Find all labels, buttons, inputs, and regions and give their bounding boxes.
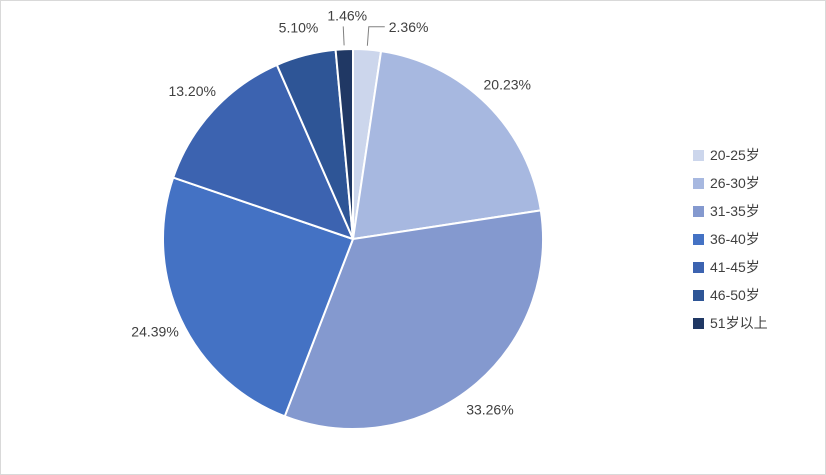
legend-item: 26-30岁 — [693, 169, 768, 197]
legend-swatch — [693, 317, 704, 329]
data-label: 5.10% — [279, 19, 319, 35]
legend-swatch — [693, 205, 704, 217]
legend-label: 51岁以上 — [710, 315, 768, 331]
legend-item: 51岁以上 — [693, 309, 768, 337]
leader-line — [342, 26, 345, 46]
data-label: 20.23% — [484, 76, 531, 92]
legend-label: 41-45岁 — [710, 259, 760, 275]
legend-item: 20-25岁 — [693, 141, 768, 169]
legend-swatch — [693, 233, 704, 245]
legend-label: 26-30岁 — [710, 175, 760, 191]
legend-label: 46-50岁 — [710, 287, 760, 303]
pie-slice-36-40岁 — [162, 176, 354, 418]
legend-item: 36-40岁 — [693, 225, 768, 253]
legend-swatch — [693, 261, 704, 273]
legend-swatch — [693, 149, 704, 161]
data-label: 1.46% — [327, 7, 367, 23]
legend-label: 31-35岁 — [710, 203, 760, 219]
legend-label: 20-25岁 — [710, 147, 760, 163]
data-label: 24.39% — [131, 323, 178, 339]
legend-label: 36-40岁 — [710, 231, 760, 247]
pie-slice-26-30岁 — [352, 50, 542, 240]
legend-swatch — [693, 177, 704, 189]
pie-slice-31-35岁 — [283, 209, 544, 430]
legend-item: 46-50岁 — [693, 281, 768, 309]
pie-slice-51岁以上 — [334, 48, 354, 240]
legend-swatch — [693, 289, 704, 301]
data-label: 2.36% — [389, 19, 429, 35]
leader-line — [366, 26, 385, 46]
pie-slice-41-45岁 — [172, 63, 354, 240]
legend-item: 41-45岁 — [693, 253, 768, 281]
data-label: 33.26% — [466, 401, 513, 417]
legend-item: 31-35岁 — [693, 197, 768, 225]
data-label: 13.20% — [168, 83, 215, 99]
chart-legend: 20-25岁 26-30岁 31-35岁 36-40岁 41-45岁 46-50岁 51岁以… — [693, 141, 768, 337]
